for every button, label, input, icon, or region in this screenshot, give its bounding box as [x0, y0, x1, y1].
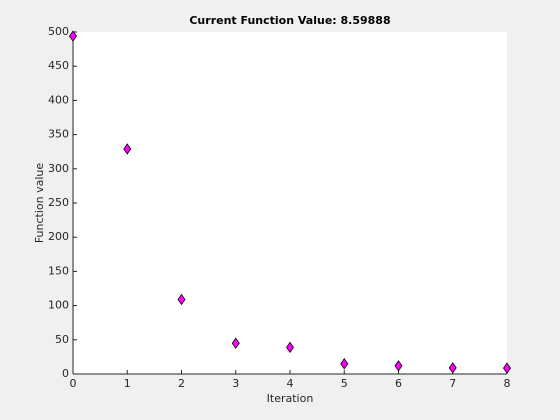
point — [448, 362, 457, 374]
y-tick-label: 250 — [48, 196, 69, 209]
y-tick-label: 50 — [55, 333, 69, 346]
plot-area — [73, 32, 507, 374]
x-tick-label: 4 — [287, 377, 294, 390]
y-tick-label: 500 — [48, 25, 69, 38]
chart-title: Current Function Value: 8.59888 — [189, 14, 390, 27]
x-tick-label: 6 — [395, 377, 402, 390]
y-tick-label: 350 — [48, 128, 69, 141]
y-tick-label: 100 — [48, 299, 69, 312]
x-tick-label: 2 — [178, 377, 185, 390]
x-tick-label: 8 — [504, 377, 511, 390]
point — [69, 30, 77, 42]
x-tick-label: 0 — [70, 377, 77, 390]
point — [231, 337, 240, 349]
point — [286, 341, 294, 354]
y-tick-label: 150 — [48, 264, 69, 277]
point — [394, 360, 403, 372]
y-tick-label: 200 — [48, 230, 69, 243]
point — [123, 143, 132, 155]
x-tick-label: 7 — [449, 377, 456, 390]
y-tick-label: 400 — [48, 93, 69, 106]
x-tick-label: 3 — [232, 377, 239, 390]
x-tick-label: 5 — [341, 377, 348, 390]
y-tick-label: 450 — [48, 59, 69, 72]
x-tick-label: 1 — [124, 377, 131, 390]
y-tick-label: 300 — [48, 162, 69, 175]
point — [503, 362, 511, 374]
y-tick-label: 0 — [62, 367, 69, 380]
point — [177, 293, 186, 306]
point — [340, 358, 349, 370]
x-axis-label: Iteration — [267, 392, 314, 405]
y-axis-label: Function value — [33, 163, 46, 244]
